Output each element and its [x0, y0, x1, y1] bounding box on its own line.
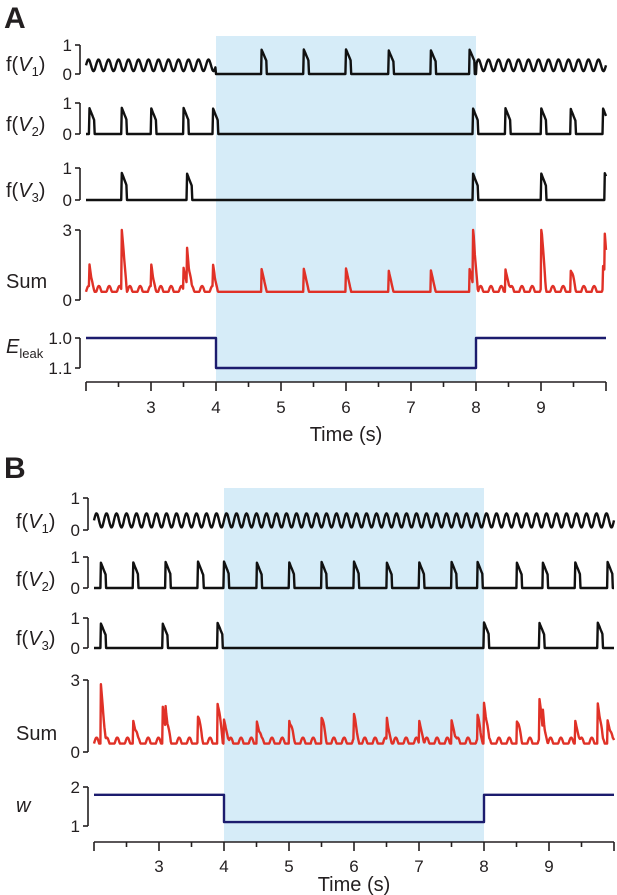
y-tick-label: 1.1 — [48, 359, 72, 378]
y-tick-label: 0 — [71, 521, 80, 540]
series-trace — [92, 683, 616, 745]
row-label-close: ) — [49, 628, 56, 650]
row-label-sub: 3 — [42, 638, 49, 653]
series-trace — [84, 228, 608, 293]
row-label-text: f( — [16, 569, 29, 591]
row-label-text: Sum — [16, 723, 57, 745]
row-label-close: ) — [49, 569, 56, 591]
row-label-var: w — [16, 795, 32, 817]
row-label-var: E — [6, 336, 20, 358]
row-label-close: ) — [39, 180, 46, 202]
row-label-var: V — [18, 114, 33, 136]
x-tick-label: 4 — [219, 857, 228, 876]
row-label-var: V — [28, 569, 43, 591]
x-tick-label: 5 — [276, 398, 285, 417]
x-tick-label: 5 — [284, 857, 293, 876]
row-label: f(V1) — [16, 511, 55, 536]
row-label-sub: leak — [19, 346, 43, 361]
shaded-interval — [224, 488, 484, 842]
row-label-sub: 3 — [32, 190, 39, 205]
row-label-close: ) — [39, 114, 46, 136]
row-label-text: f( — [6, 114, 19, 136]
y-tick-label: 2 — [71, 778, 80, 797]
y-tick-label: 0 — [63, 65, 72, 84]
shaded-interval — [216, 36, 476, 382]
row-label-sub: 2 — [42, 579, 49, 594]
row-label-text: f( — [6, 180, 19, 202]
x-tick-label: 3 — [154, 857, 163, 876]
x-tick-label: 7 — [414, 857, 423, 876]
series-trace — [85, 171, 608, 202]
y-tick-label: 1 — [71, 817, 80, 836]
x-tick-label: 6 — [349, 857, 358, 876]
row-label-text: Sum — [6, 271, 47, 293]
row-label-var: V — [28, 511, 43, 533]
y-tick-label: 1 — [63, 36, 72, 55]
panel-letter-b: B — [4, 452, 26, 485]
row-label-text: f( — [16, 628, 29, 650]
x-tick-label: 8 — [471, 398, 480, 417]
row-label-close: ) — [49, 511, 56, 533]
x-axis-title: Time (s) — [310, 424, 383, 446]
row-label-var: V — [18, 180, 33, 202]
y-tick-label: 1 — [63, 159, 72, 178]
row-label: f(V3) — [16, 628, 55, 653]
panel-letter-a: A — [4, 2, 26, 35]
row-label-sub: 1 — [42, 521, 49, 536]
row-label: w — [16, 795, 32, 817]
y-tick-label: 0 — [63, 191, 72, 210]
x-tick-label: 8 — [479, 857, 488, 876]
y-tick-label: 1 — [71, 548, 80, 567]
series-trace — [86, 336, 606, 370]
series-trace — [84, 48, 608, 76]
row-label: Sum — [6, 271, 47, 293]
row-label: f(V2) — [6, 114, 45, 139]
row-label-close: ) — [39, 54, 46, 76]
y-tick-label: 1 — [63, 94, 72, 113]
row-label-var: V — [18, 54, 33, 76]
x-axis-title: Time (s) — [318, 874, 391, 895]
y-tick-label: 0 — [71, 743, 80, 762]
series-trace — [85, 106, 608, 136]
row-label-text: f( — [6, 54, 19, 76]
row-label: Sum — [16, 723, 57, 745]
row-label: f(V3) — [6, 180, 45, 205]
row-label: Eleak — [6, 336, 44, 361]
x-tick-label: 7 — [406, 398, 415, 417]
y-tick-label: 3 — [63, 221, 72, 240]
row-label: f(V2) — [16, 569, 55, 594]
x-tick-label: 9 — [536, 398, 545, 417]
series-trace — [93, 621, 615, 650]
row-label-text: f( — [16, 511, 29, 533]
y-tick-label: 1 — [71, 609, 80, 628]
series-trace — [94, 793, 614, 824]
panel-a: A f(V1)10f(V2)10f(V3)10Sum30Eleak1.01.13… — [4, 2, 608, 446]
y-tick-label: 0 — [63, 125, 72, 144]
series-trace — [92, 512, 616, 529]
row-label-sub: 2 — [32, 124, 39, 139]
x-tick-label: 4 — [211, 398, 220, 417]
row-label-sub: 1 — [32, 64, 39, 79]
y-tick-label: 0 — [63, 291, 72, 310]
row-label: f(V1) — [6, 54, 45, 79]
x-tick-label: 6 — [341, 398, 350, 417]
y-tick-label: 1 — [71, 489, 80, 508]
y-tick-label: 0 — [71, 639, 80, 658]
x-tick-label: 9 — [544, 857, 553, 876]
series-trace — [93, 560, 615, 590]
x-tick-label: 3 — [146, 398, 155, 417]
y-tick-label: 0 — [71, 579, 80, 598]
y-tick-label: 3 — [71, 671, 80, 690]
y-tick-label: 1.0 — [48, 329, 72, 348]
row-label-var: V — [28, 628, 43, 650]
